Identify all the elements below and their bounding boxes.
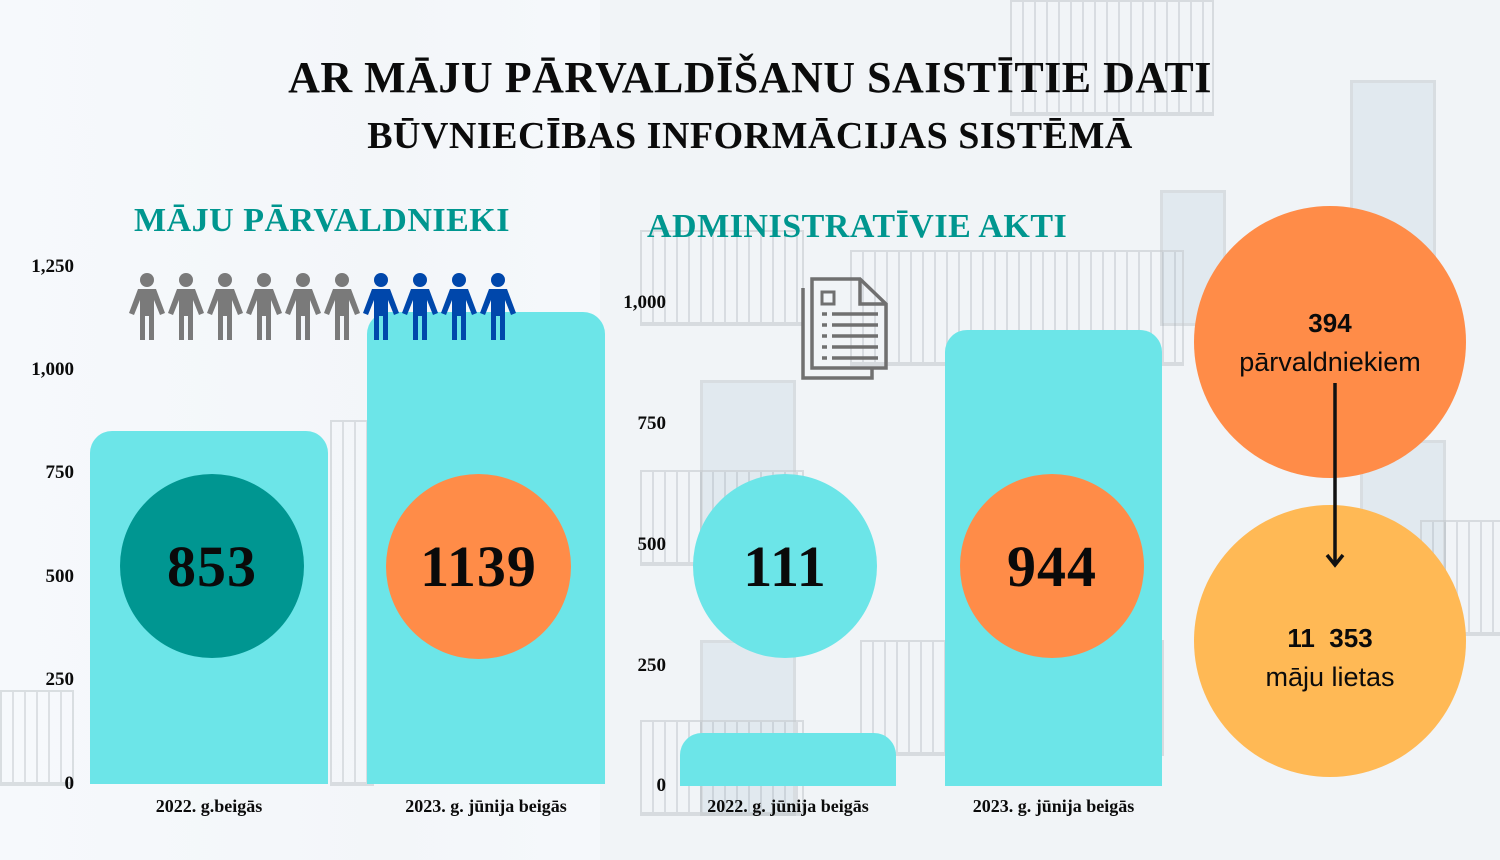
managers-count-circle: 394 pārvaldniekiem (1194, 206, 1466, 478)
managers-label: pārvaldniekiem (1239, 347, 1421, 377)
person-icon-highlighted (441, 273, 477, 340)
person-icon (324, 273, 360, 340)
y-tick: 0 (64, 773, 75, 794)
y-tick: 250 (637, 655, 667, 676)
person-icon (246, 273, 282, 340)
value-label: 853 (167, 533, 257, 599)
y-tick: 500 (637, 534, 667, 555)
person-icon (129, 273, 165, 340)
person-icon-highlighted (363, 273, 399, 340)
y-tick: 0 (656, 775, 667, 796)
managers-count: 394 (1308, 308, 1352, 338)
person-icon (207, 273, 243, 340)
arrow-down-icon (1325, 383, 1345, 568)
person-icon-highlighted (480, 273, 516, 340)
house-files-count: 11 353 (1287, 623, 1373, 653)
people-icon-row (128, 272, 517, 342)
value-label: 944 (1007, 533, 1097, 599)
y-tick: 500 (45, 566, 75, 587)
balcony-railing (640, 230, 804, 326)
x-label: 2022. g. jūnija beigās (707, 796, 869, 816)
value-circle-2022-admin-acts: 111 (693, 474, 877, 658)
balcony-railing (1010, 0, 1214, 116)
y-tick: 750 (637, 413, 667, 434)
y-tick: 1,000 (31, 359, 74, 380)
document-icon (801, 277, 888, 380)
value-label: 111 (743, 533, 827, 599)
house-files-circle: 11 353 māju lietas (1194, 505, 1466, 777)
value-circle-2022-managers: 853 (120, 474, 304, 658)
y-tick: 1,250 (31, 256, 74, 277)
value-label: 1139 (420, 534, 537, 599)
house-files-label: māju lietas (1265, 662, 1395, 692)
bar-2022-admin-acts (680, 733, 896, 786)
x-label: 2023. g. jūnija beigās (972, 796, 1135, 816)
main-subtitle: BŪVNIECĪBAS INFORMĀCIJAS SISTĒMĀ (367, 115, 1133, 157)
section-title-managers: MĀJU PĀRVALDNIEKI (134, 202, 510, 239)
person-icon-highlighted (402, 273, 438, 340)
y-tick: 750 (45, 462, 75, 483)
value-circle-2023-managers: 1139 (386, 474, 571, 659)
balcony-railing (0, 690, 74, 786)
main-title: AR MĀJU PĀRVALDĪŠANU SAISTĪTIE DATI (288, 53, 1212, 102)
section-title-admin-acts: ADMINISTRATĪVIE AKTI (647, 208, 1068, 245)
building-window (1160, 190, 1226, 326)
value-circle-2023-admin-acts: 944 (960, 474, 1144, 658)
person-icon (168, 273, 204, 340)
x-label: 2023. g. jūnija beigās (405, 796, 567, 816)
person-icon (285, 273, 321, 340)
x-label: 2022. g.beigās (155, 796, 263, 816)
y-tick: 250 (45, 669, 75, 690)
y-tick: 1,000 (623, 292, 666, 313)
